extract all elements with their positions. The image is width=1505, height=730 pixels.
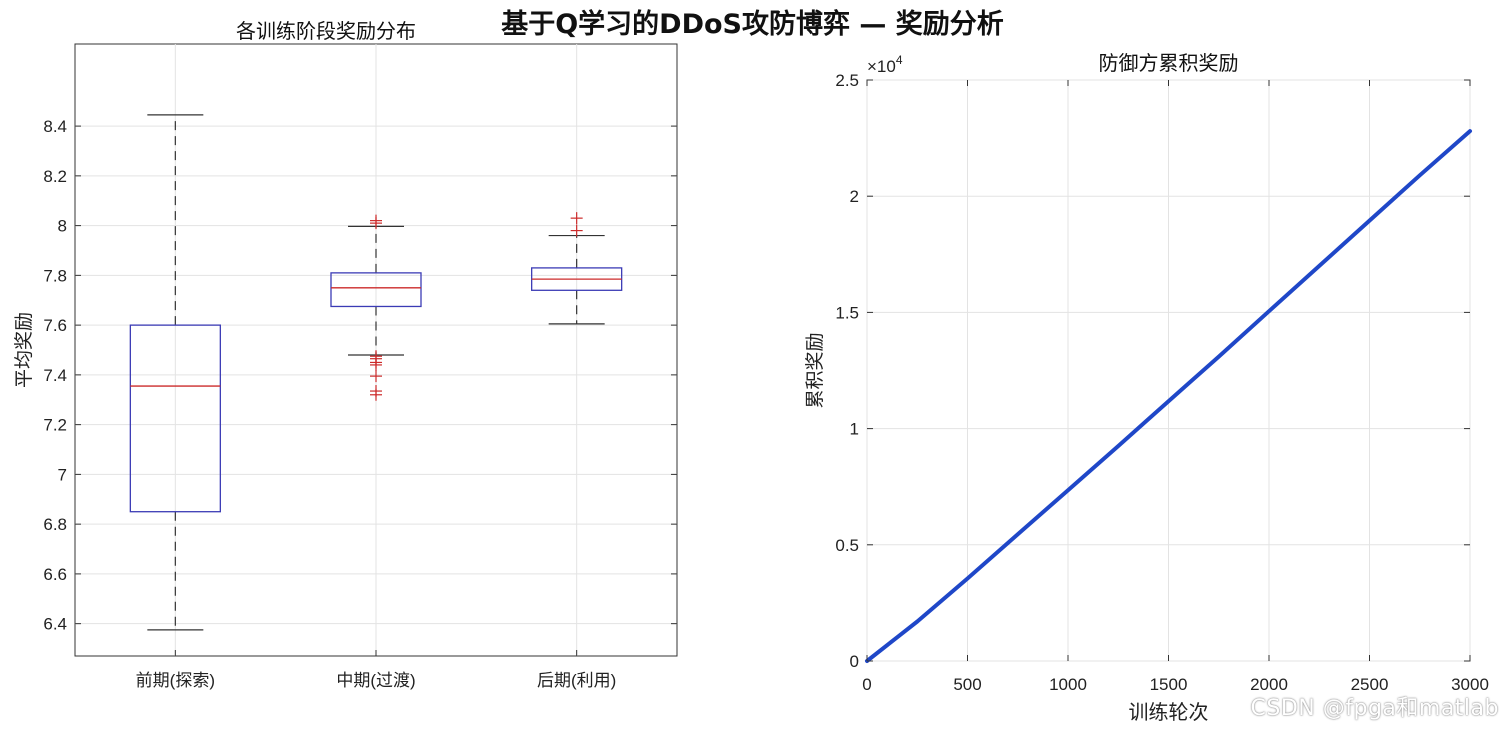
line-y-axis-label: 累积奖励 [804, 332, 826, 408]
x-tick-label: 2500 [1351, 675, 1389, 694]
y-tick-label: 8.2 [43, 167, 67, 186]
line-y-exponent-label: ×104 [867, 53, 903, 76]
y-tick-label: 1 [850, 420, 859, 439]
y-tick-label: 7.2 [43, 416, 67, 435]
line-x-ticks: 0 500 1000 1500 2000 2500 3000 [862, 80, 1489, 694]
y-tick-label: 7.8 [43, 266, 67, 285]
line-y-ticks: 0 0.5 1 1.5 2 2.5 [835, 71, 1470, 671]
outlier-marker [570, 224, 583, 237]
outlier-marker [370, 217, 382, 230]
x-tick-label: 500 [953, 675, 981, 694]
x-tick-label: 后期(利用) [537, 671, 616, 690]
y-tick-label: 1.5 [835, 303, 859, 322]
line-marks [865, 129, 1472, 663]
y-tick-label: 0.5 [835, 536, 859, 555]
y-tick-label: 6.8 [43, 515, 67, 534]
watermark: CSDN @fpga和matlab [1250, 696, 1499, 721]
boxplot-axes: 6.4 6.6 6.8 7 7.2 7.4 7.6 7.8 8 8.2 8.4 前期(探索) 中期(过… [13, 20, 678, 690]
box [330, 272, 422, 308]
y-tick-label: 6.6 [43, 565, 67, 584]
y-exponent-power: 4 [896, 53, 903, 67]
outlier-marker [570, 212, 583, 225]
boxplot-y-ticks: 6.4 6.6 6.8 7 7.2 7.4 7.6 7.8 8 8.2 8.4 [43, 117, 677, 634]
line-x-axis-label: 训练轮次 [1129, 701, 1209, 724]
y-tick-label: 2.5 [835, 71, 859, 90]
boxplot-marks [129, 114, 623, 631]
boxplot-x-ticks: 前期(探索) 中期(过渡) 后期(利用) [136, 650, 616, 690]
outlier-marker [370, 388, 382, 401]
x-tick-label: 0 [862, 675, 871, 694]
x-tick-label: 1000 [1049, 675, 1087, 694]
figure-title: 基于Q学习的DDoS攻防博弈 — 奖励分析 [501, 9, 1004, 40]
x-tick-label: 2000 [1250, 675, 1288, 694]
outlier-marker [370, 358, 382, 371]
box [129, 324, 221, 513]
y-tick-label: 8.4 [43, 117, 67, 136]
y-tick-label: 7 [58, 465, 67, 484]
cumulative-line-axes: 0 0.5 1 1.5 2 2.5 0 500 1000 1500 2000 2500 3000 防御… [804, 52, 1489, 724]
y-tick-label: 2 [850, 187, 859, 206]
boxplot-title: 各训练阶段奖励分布 [236, 20, 416, 43]
y-tick-label: 6.4 [43, 615, 67, 634]
y-tick-label: 8 [58, 217, 67, 236]
y-tick-label: 0 [850, 652, 859, 671]
y-exponent-base: ×10 [867, 57, 896, 76]
x-tick-label: 3000 [1451, 675, 1489, 694]
boxplot-y-axis-label: 平均奖励 [13, 312, 35, 388]
line-title: 防御方累积奖励 [1099, 52, 1239, 75]
outlier-marker [370, 370, 382, 383]
x-tick-label: 1500 [1150, 675, 1188, 694]
y-tick-label: 7.4 [43, 366, 67, 385]
cumulative-reward-line [865, 129, 1472, 663]
x-tick-label: 前期(探索) [136, 671, 215, 690]
x-tick-label: 中期(过渡) [336, 671, 415, 690]
y-tick-label: 7.6 [43, 316, 67, 335]
